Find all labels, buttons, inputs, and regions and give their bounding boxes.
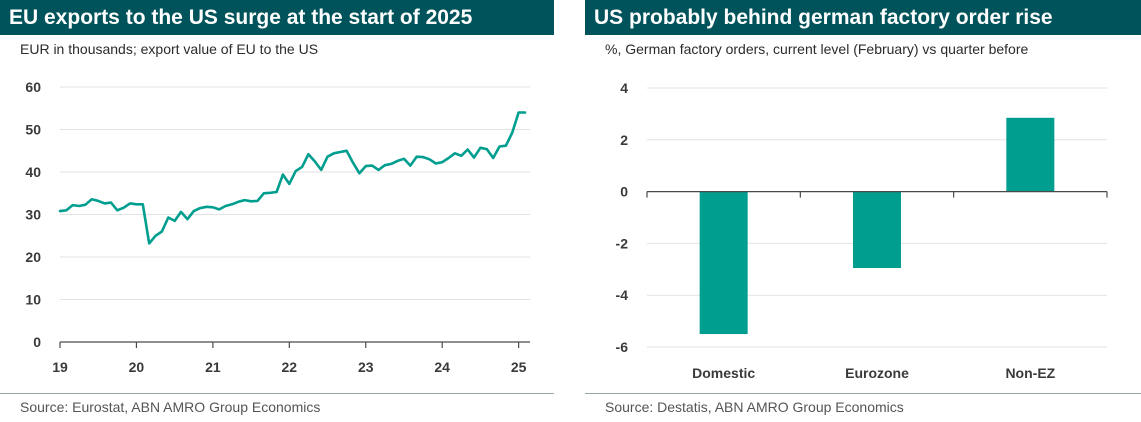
x-category-label: Eurozone <box>845 365 909 381</box>
y-tick-label: 0 <box>33 334 41 350</box>
y-tick-label: 10 <box>25 292 41 308</box>
x-tick-label: 24 <box>434 359 450 375</box>
x-tick-label: 21 <box>205 359 221 375</box>
y-tick-label: 30 <box>25 207 41 223</box>
chart-subtitle: EUR in thousands; export value of EU to … <box>20 41 319 57</box>
x-tick-label: 22 <box>282 359 298 375</box>
y-tick-label: -2 <box>616 235 629 251</box>
footer-divider <box>0 393 554 394</box>
chart-source: Source: Eurostat, ABN AMRO Group Economi… <box>20 399 321 415</box>
line-chart: 0 10 20 30 40 50 60 19 20 21 22 23 24 25 <box>25 79 530 375</box>
x-tick-label: 19 <box>52 359 68 375</box>
chart-source: Source: Destatis, ABN AMRO Group Economi… <box>605 399 904 415</box>
footer-divider <box>585 393 1141 394</box>
chart-subtitle: %, German factory orders, current level … <box>605 41 1029 57</box>
y-tick-label: 40 <box>25 164 41 180</box>
y-tick-label: -6 <box>616 339 629 355</box>
chart-panel-eu-exports: EU exports to the US surge at the start … <box>0 0 556 422</box>
series-line <box>58 111 527 245</box>
bar-chart: -6 -4 -2 0 2 4 Domestic Eurozone Non-EZ <box>616 80 1108 381</box>
bar-eurozone <box>853 191 901 269</box>
y-tick-label: 50 <box>25 122 41 138</box>
x-category-label: Non-EZ <box>1005 365 1055 381</box>
chart-title: US probably behind german factory order … <box>585 0 1141 35</box>
y-tick-label: 20 <box>25 249 41 265</box>
x-tick-label: 20 <box>129 359 145 375</box>
y-tick-label: 0 <box>620 184 628 200</box>
chart-title: EU exports to the US surge at the start … <box>0 0 554 35</box>
x-tick-label: 23 <box>358 359 374 375</box>
y-tick-label: -4 <box>616 287 629 303</box>
x-tick-label: 25 <box>511 359 527 375</box>
chart-panel-factory-orders: US probably behind german factory order … <box>585 0 1141 422</box>
bar-non-ez <box>1006 117 1055 192</box>
y-tick-label: 60 <box>25 79 41 95</box>
y-tick-label: 2 <box>620 132 628 148</box>
x-category-label: Domestic <box>692 365 755 381</box>
bar-domestic <box>699 191 748 335</box>
y-tick-label: 4 <box>620 80 628 96</box>
